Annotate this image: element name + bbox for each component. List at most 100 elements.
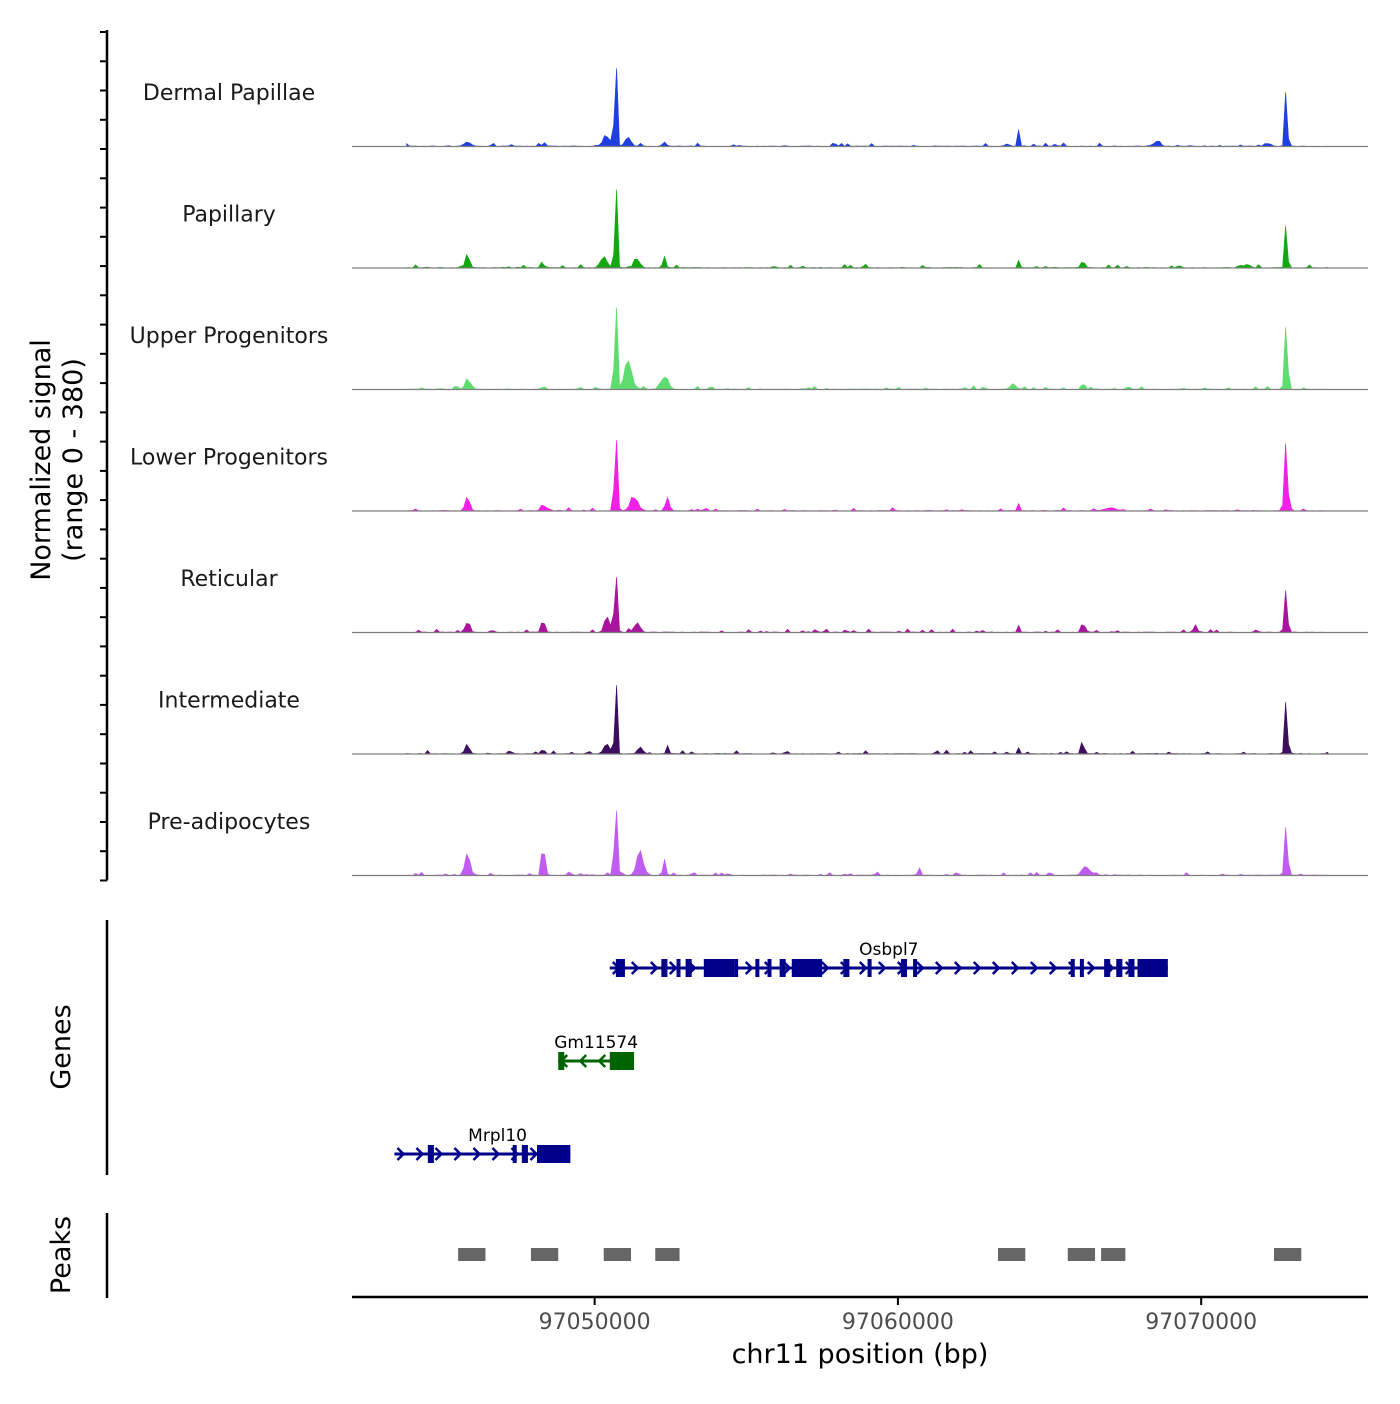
- gene-exon: [1116, 959, 1123, 977]
- gene-exon: [427, 1145, 434, 1163]
- strand-arrow: [972, 961, 982, 975]
- gene-exon: [685, 959, 692, 977]
- peak-region: [458, 1248, 486, 1261]
- track-label: Upper Progenitors: [130, 324, 329, 349]
- track-upper-progenitors: Upper Progenitors: [130, 307, 1368, 391]
- signal-y-axis-title: Normalized signal: [26, 339, 57, 581]
- strand-arrow: [934, 961, 944, 975]
- track-dermal-papillae: Dermal Papillae: [143, 68, 1368, 148]
- x-tick-label: 97070000: [1145, 1310, 1257, 1335]
- gene-exon: [1070, 959, 1075, 977]
- gene-mrpl10: Mrpl10: [394, 1126, 571, 1163]
- track-label: Lower Progenitors: [130, 446, 328, 471]
- strand-arrow: [597, 1054, 607, 1068]
- strand-arrow: [1010, 961, 1020, 975]
- x-axis: 97050000 97060000 97070000: [352, 1295, 1368, 1335]
- strand-arrow: [415, 1147, 425, 1161]
- strand-arrow: [1048, 961, 1058, 975]
- track-lower-progenitors: Lower Progenitors: [130, 440, 1368, 512]
- gene-exon: [755, 959, 760, 977]
- peak-region: [997, 1248, 1026, 1261]
- track-reticular: Reticular: [180, 567, 1368, 634]
- gene-exon: [1128, 959, 1135, 977]
- gene-annotation-track: Osbpl7 Gm11574 Mrpl10: [394, 940, 1168, 1163]
- signal-area: [406, 68, 1329, 147]
- strand-arrow: [744, 961, 754, 975]
- signal-area: [406, 307, 1329, 390]
- strand-arrow: [453, 1147, 463, 1161]
- gene-exon: [779, 959, 786, 977]
- strand-arrow: [630, 961, 640, 975]
- strand-arrow: [782, 961, 792, 975]
- gene-exon: [615, 959, 625, 977]
- strand-arrow: [491, 1147, 501, 1161]
- x-axis-title: chr11 position (bp): [732, 1339, 989, 1370]
- gene-exon: [791, 959, 823, 977]
- peak-region: [603, 1248, 632, 1261]
- gene-exon: [621, 1052, 635, 1070]
- gene-exon: [558, 1052, 565, 1070]
- track-label: Reticular: [180, 567, 278, 592]
- peak-region: [530, 1248, 559, 1261]
- track-label: Intermediate: [158, 689, 300, 714]
- track-intermediate: Intermediate: [158, 685, 1368, 755]
- gene-exon: [734, 959, 739, 977]
- gene-exon: [767, 959, 772, 977]
- strand-arrow: [953, 961, 963, 975]
- strand-arrow: [668, 961, 678, 975]
- gene-exon: [703, 959, 735, 977]
- strand-arrow: [529, 1147, 539, 1161]
- strand-arrow: [915, 961, 925, 975]
- x-tick-label: 97050000: [539, 1310, 651, 1335]
- gene-osbpl7: Osbpl7: [609, 940, 1168, 977]
- strand-arrow: [472, 1147, 482, 1161]
- strand-arrow: [1029, 961, 1039, 975]
- gene-exon: [900, 959, 908, 977]
- gene-exon: [512, 1145, 517, 1163]
- gene-label: Mrpl10: [468, 1126, 527, 1146]
- gene-label: Osbpl7: [859, 940, 918, 960]
- x-tick-label: 97060000: [842, 1310, 954, 1335]
- signal-y-axis-range: (range 0 - 380): [58, 358, 89, 562]
- track-label: Papillary: [182, 203, 276, 228]
- track-label: Pre-adipocytes: [148, 810, 311, 835]
- strand-arrow: [991, 961, 1001, 975]
- strand-arrow: [578, 1054, 588, 1068]
- gene-label: Gm11574: [554, 1033, 638, 1053]
- gene-exon: [661, 959, 668, 977]
- strand-arrow: [1086, 961, 1096, 975]
- peak-region: [1067, 1248, 1096, 1261]
- peak-region: [1101, 1248, 1126, 1261]
- signal-area: [406, 577, 1329, 633]
- strand-arrow: [858, 961, 868, 975]
- gene-exon: [867, 959, 872, 977]
- gene-exon: [1104, 959, 1111, 977]
- strand-arrow: [434, 1147, 444, 1161]
- strand-arrow: [820, 961, 830, 975]
- signal-area: [406, 810, 1329, 876]
- track-pre-adipocytes: Pre-adipocytes: [148, 810, 1368, 877]
- signal-y-axis: [100, 30, 109, 882]
- track-papillary: Papillary: [182, 189, 1368, 269]
- strand-arrow: [649, 961, 659, 975]
- gene-exon: [676, 959, 681, 977]
- gene-exon: [609, 1052, 622, 1070]
- peak-region: [655, 1248, 680, 1261]
- strand-arrow: [877, 961, 887, 975]
- signal-area: [406, 685, 1330, 755]
- gene-exon: [1079, 959, 1084, 977]
- coverage-tracks: Dermal Papillae Papillary Upper Progenitor…: [130, 68, 1368, 877]
- gene-exon: [521, 1145, 528, 1163]
- gene-exon: [913, 959, 918, 977]
- peaks-panel-title: Peaks: [46, 1216, 77, 1294]
- gene-gm11574: Gm11574: [554, 1033, 638, 1070]
- peak-region-track: [458, 1248, 1302, 1261]
- peak-region: [1273, 1248, 1302, 1261]
- track-label: Dermal Papillae: [143, 81, 315, 106]
- gene-exon: [537, 1145, 571, 1163]
- signal-area: [406, 440, 1329, 512]
- gene-exon: [843, 959, 850, 977]
- genes-panel-title: Genes: [46, 1004, 77, 1089]
